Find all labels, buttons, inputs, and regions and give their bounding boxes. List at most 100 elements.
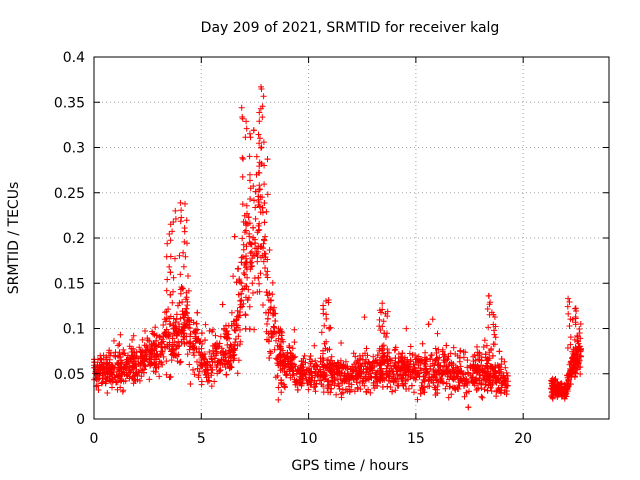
data-point (186, 361, 193, 368)
data-point (570, 364, 577, 371)
data-point (264, 191, 271, 198)
data-point (190, 366, 196, 373)
data-point (561, 395, 568, 402)
data-point (324, 385, 331, 392)
data-point (185, 273, 191, 279)
data-point (319, 361, 326, 368)
data-point (235, 357, 242, 364)
data-point (246, 233, 253, 240)
data-point (412, 356, 419, 363)
data-point (278, 389, 285, 396)
data-point (502, 364, 509, 371)
data-point (380, 318, 387, 325)
data-point (234, 266, 241, 272)
data-point (235, 314, 242, 321)
data-point (242, 312, 249, 319)
y-tick-label: 0.25 (54, 186, 85, 202)
data-point (240, 241, 247, 248)
data-point (257, 209, 264, 216)
data-point (120, 387, 127, 394)
data-point (417, 390, 424, 397)
data-point (169, 299, 176, 306)
data-point (294, 386, 301, 393)
data-point (386, 367, 393, 374)
data-point (172, 207, 179, 214)
data-point (314, 371, 321, 378)
data-point (326, 367, 333, 374)
data-point (97, 365, 104, 372)
data-point (139, 354, 146, 361)
data-point (252, 215, 259, 222)
data-point (372, 374, 379, 381)
data-point (211, 343, 218, 349)
data-point (177, 358, 184, 365)
data-point (370, 353, 377, 360)
data-point (264, 321, 270, 327)
data-point (284, 349, 291, 356)
y-tick-label: 0 (76, 412, 85, 428)
data-point (193, 337, 200, 344)
data-point (147, 361, 154, 368)
data-point (112, 349, 119, 356)
data-point (256, 186, 263, 193)
data-point (328, 385, 335, 392)
data-point (501, 358, 508, 365)
data-point (470, 362, 477, 369)
data-point (269, 291, 276, 298)
data-point (554, 379, 561, 386)
data-point (448, 391, 455, 398)
data-point (434, 330, 441, 337)
data-point (153, 351, 160, 358)
data-point (488, 309, 495, 316)
data-point (175, 302, 181, 309)
data-point (246, 130, 253, 137)
data-point (263, 208, 270, 215)
data-point (256, 182, 263, 189)
data-point (482, 351, 489, 358)
data-point (491, 341, 498, 348)
data-point (146, 358, 153, 365)
data-point (177, 199, 184, 206)
data-point (481, 337, 488, 344)
data-point (478, 380, 485, 387)
data-point (456, 354, 463, 361)
data-point (240, 270, 247, 276)
data-point (262, 254, 269, 261)
data-point (265, 309, 272, 316)
data-point (132, 352, 138, 359)
data-point (266, 355, 273, 361)
data-point (170, 219, 177, 225)
data-point (472, 367, 478, 374)
data-point (282, 384, 288, 391)
data-point (476, 375, 483, 382)
data-point (179, 299, 186, 305)
data-point (289, 345, 296, 352)
data-point (255, 199, 262, 205)
data-point (255, 243, 262, 250)
data-point (184, 318, 191, 325)
data-point (256, 118, 263, 125)
data-point (265, 338, 272, 345)
data-point (426, 383, 433, 390)
data-point (259, 204, 266, 211)
data-point (245, 214, 252, 221)
data-point (572, 305, 579, 312)
data-point (323, 311, 330, 318)
data-point (113, 379, 120, 386)
chart-title: Day 209 of 2021, SRMTID for receiver kal… (201, 20, 500, 36)
data-point (249, 263, 256, 269)
data-point (172, 345, 179, 352)
data-point (152, 356, 159, 363)
data-point (311, 342, 318, 349)
data-point (264, 268, 271, 275)
data-point (153, 364, 160, 371)
data-point (115, 352, 122, 359)
data-point (283, 372, 290, 379)
data-point (486, 349, 493, 356)
data-point (218, 345, 225, 352)
data-point (410, 361, 417, 367)
data-point (456, 382, 463, 389)
data-point (350, 350, 357, 357)
data-point (163, 371, 170, 378)
